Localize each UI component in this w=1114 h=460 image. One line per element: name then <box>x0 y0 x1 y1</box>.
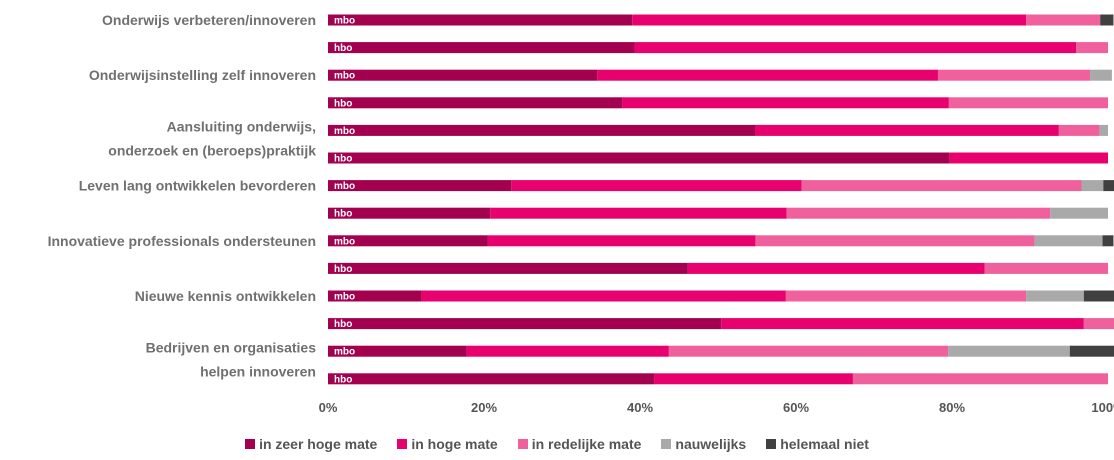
bar-segment <box>1026 14 1101 26</box>
bar-segment <box>328 290 422 302</box>
bar-segment <box>786 207 1051 219</box>
bar-segment <box>1083 290 1114 302</box>
legend-swatch <box>661 439 672 449</box>
bar-group-label: mbo <box>334 126 355 137</box>
legend-label: in zeer hoge mate <box>259 436 378 452</box>
bar-segment <box>328 152 950 164</box>
x-tick-label: 0% <box>319 400 338 415</box>
legend-item-zeer-hoge-mate: in zeer hoge mate <box>245 436 377 452</box>
bar-segment <box>948 345 1070 357</box>
bar-segment <box>1069 345 1114 357</box>
bar-segment <box>984 262 1108 274</box>
category-label: Innovatieve professionals ondersteunen <box>48 233 316 249</box>
bar-group-label: hbo <box>334 98 352 109</box>
legend-swatch <box>766 439 777 449</box>
bar-segment <box>511 180 802 192</box>
chart-legend: in zeer hoge mate in hoge mate in redeli… <box>0 436 1114 452</box>
category-label: Leven lang ontwikkelen bevorderen <box>79 178 316 194</box>
bar-segment <box>328 262 688 274</box>
legend-item-helemaal-niet: helemaal niet <box>766 436 869 452</box>
bar-segment <box>1083 318 1114 330</box>
bar-group-label: hbo <box>334 264 352 275</box>
bar-segment <box>328 373 655 385</box>
bar-segment <box>490 207 787 219</box>
bar-segment <box>1102 235 1114 247</box>
stacked-bar-chart: Onderwijs verbeteren/innoveren mbo hbo Onde… <box>48 12 1114 415</box>
category-label: onderzoek en (beroeps)praktijk <box>108 143 316 159</box>
bar-segment <box>654 373 853 385</box>
bar-group-label: hbo <box>334 374 352 385</box>
legend-swatch <box>517 439 528 449</box>
bar-group-label: mbo <box>334 236 355 247</box>
bar-segment <box>937 69 1091 81</box>
bar-segment <box>328 69 598 81</box>
legend-swatch <box>397 439 408 449</box>
bar-segment <box>328 180 512 192</box>
bar-segment <box>466 345 669 357</box>
bar-segment <box>328 124 756 136</box>
category-label: Onderwijs verbeteren/innoveren <box>102 12 316 28</box>
bar-segment <box>755 124 1059 136</box>
bar-segment <box>632 14 1027 26</box>
bar-segment <box>801 180 1082 192</box>
category-label: helpen innoveren <box>200 364 316 380</box>
bar-segment <box>1100 14 1114 26</box>
bar-segment <box>1050 207 1108 219</box>
bar-segment <box>668 345 949 357</box>
bar-group-label: hbo <box>334 319 352 330</box>
bar-segment <box>328 318 722 330</box>
bar-segment <box>1026 290 1084 302</box>
category-label: Aansluiting onderwijs, <box>167 119 316 135</box>
x-tick-label: 80% <box>939 400 965 415</box>
bar-segment <box>1081 180 1104 192</box>
legend-label: helemaal niet <box>780 436 869 452</box>
bar-segment <box>1058 124 1100 136</box>
legend-label: nauwelijks <box>675 436 747 452</box>
bar-segment <box>421 290 786 302</box>
category-label: Onderwijsinstelling zelf innoveren <box>89 67 316 83</box>
legend-label: in redelijke mate <box>531 436 642 452</box>
bar-segment <box>328 14 633 26</box>
bar-group-label: hbo <box>334 209 352 220</box>
bar-segment <box>1090 69 1112 81</box>
x-tick-label: 40% <box>627 400 653 415</box>
bar-segment <box>328 97 623 109</box>
bar-segment <box>1034 235 1103 247</box>
bar-segment <box>1076 42 1108 54</box>
bar-segment <box>328 207 491 219</box>
x-tick-label: 100% <box>1091 400 1114 415</box>
category-label: Bedrijven en organisaties <box>146 340 317 356</box>
bar-segment <box>487 235 756 247</box>
bar-group-label: mbo <box>334 347 355 358</box>
bar-segment <box>949 152 1108 164</box>
bar-group-label: mbo <box>334 71 355 82</box>
bar-segment <box>852 373 1108 385</box>
x-tick-label: 60% <box>783 400 809 415</box>
bar-segment <box>755 235 1035 247</box>
bar-segment <box>328 42 635 54</box>
bar-segment <box>948 97 1108 109</box>
bar-segment <box>721 318 1084 330</box>
category-label: Nieuwe kennis ontwikkelen <box>135 288 316 304</box>
bar-segment <box>328 345 467 357</box>
bar-segment <box>687 262 985 274</box>
legend-swatch <box>245 439 256 449</box>
bar-segment <box>785 290 1027 302</box>
x-tick-label: 20% <box>471 400 497 415</box>
bar-segment <box>597 69 938 81</box>
bar-segment <box>622 97 949 109</box>
legend-label: in hoge mate <box>411 436 498 452</box>
bar-segment <box>328 235 488 247</box>
bar-segment <box>1099 124 1108 136</box>
bar-group-label: mbo <box>334 16 355 27</box>
bar-segment <box>1103 180 1114 192</box>
legend-item-nauwelijks: nauwelijks <box>661 436 746 452</box>
bar-group-label: mbo <box>334 181 355 192</box>
legend-item-hoge-mate: in hoge mate <box>397 436 498 452</box>
bar-group-label: hbo <box>334 154 352 165</box>
bar-group-label: mbo <box>334 292 355 303</box>
bar-group-label: hbo <box>334 43 352 54</box>
legend-item-redelijke-mate: in redelijke mate <box>517 436 642 452</box>
bar-segment <box>634 42 1077 54</box>
